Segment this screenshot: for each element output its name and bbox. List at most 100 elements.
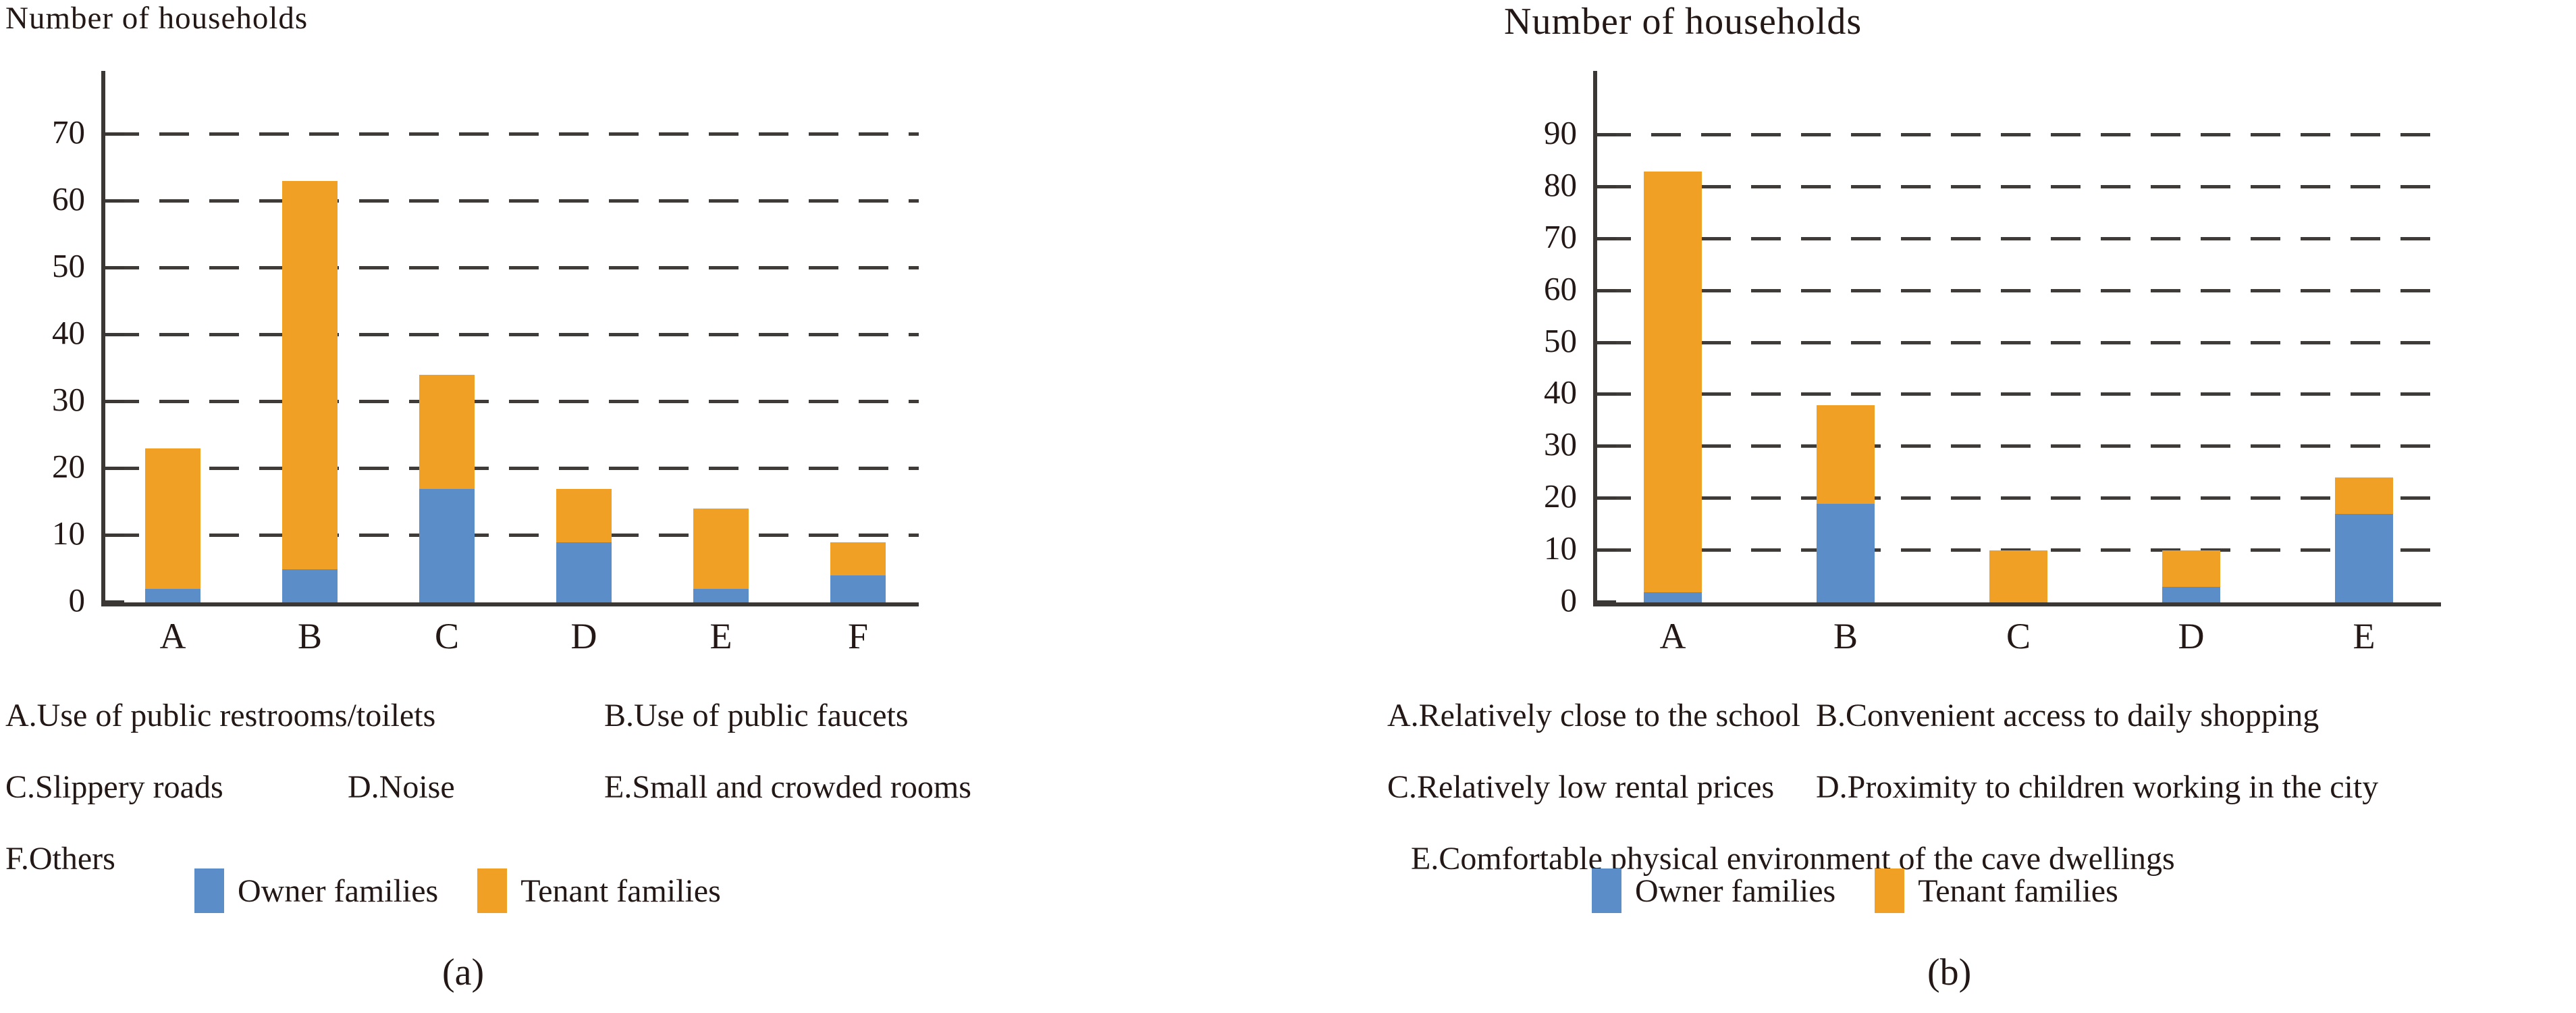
x-category-label: C xyxy=(2006,616,2031,656)
y-axis-tick xyxy=(105,266,124,269)
y-axis-tick-label: 50 xyxy=(1544,321,1577,359)
y-axis-tick xyxy=(1597,288,1616,292)
bar-tenant-segment xyxy=(1989,550,2047,602)
y-axis-tick xyxy=(1597,392,1616,396)
caption-a: (a) xyxy=(442,952,485,993)
y-axis-tick-label: 80 xyxy=(1544,165,1577,203)
legend-label-owner: Owner families xyxy=(238,873,439,909)
legend-item-owner: Owner families xyxy=(1592,868,1835,913)
chart-b-title: Number of households xyxy=(1504,1,1862,43)
caption-b: (b) xyxy=(1927,952,1972,993)
y-axis-tick xyxy=(105,600,124,604)
gridline xyxy=(109,467,919,470)
category-key-e1: E.Small and crowded rooms xyxy=(604,769,971,805)
category-key-a2: A.Relatively close to the school xyxy=(1387,698,1800,733)
y-axis-tick xyxy=(1597,548,1616,552)
y-axis-tick xyxy=(105,132,124,136)
bar-tenant-segment xyxy=(830,542,886,576)
y-axis-tick-label: 0 xyxy=(68,581,86,619)
bar-owner-segment xyxy=(830,575,886,602)
bar-owner-segment xyxy=(145,589,200,602)
bar-tenant-segment xyxy=(2335,477,2393,515)
y-axis-tick-label: 30 xyxy=(1544,425,1577,463)
bar-owner-segment xyxy=(693,589,749,602)
x-category-label: E xyxy=(2353,616,2376,656)
bar-owner-segment xyxy=(556,542,612,602)
y-axis-tick xyxy=(1597,600,1616,604)
y-axis-tick xyxy=(1597,444,1616,448)
bar-tenant-segment xyxy=(419,375,475,489)
y-axis-tick xyxy=(1597,184,1616,188)
y-axis-tick-label: 90 xyxy=(1544,113,1577,151)
gridline xyxy=(1601,548,2441,552)
category-key-b1: B.Use of public faucets xyxy=(604,698,909,733)
gridline xyxy=(1601,496,2441,500)
category-key-f1: F.Others xyxy=(5,841,115,877)
y-axis-tick xyxy=(105,400,124,403)
x-category-label: A xyxy=(1659,616,1686,656)
y-axis-tick-label: 0 xyxy=(1560,581,1578,619)
y-axis-tick xyxy=(105,534,124,537)
legend-label-owner: Owner families xyxy=(1635,873,1836,909)
bar-tenant-segment xyxy=(282,181,338,569)
bar-owner-segment xyxy=(282,569,338,602)
gridline xyxy=(1601,392,2441,396)
y-axis-tick-label: 40 xyxy=(52,314,85,351)
chart-a-title: Number of households xyxy=(5,1,308,36)
owner-color-swatch xyxy=(194,868,224,913)
chart-b-plot-area: 0 10 20 30 40 50 60 70 80 90 A B C D E xyxy=(1544,71,2441,656)
y-axis-tick xyxy=(1597,496,1616,500)
x-category-label: F xyxy=(847,616,869,656)
legend-a: Owner families Tenant families xyxy=(194,868,721,913)
gridline xyxy=(109,534,919,537)
x-category-label: D xyxy=(570,616,597,656)
tenant-color-swatch xyxy=(1875,868,1905,913)
y-axis-tick xyxy=(1597,340,1616,344)
y-axis-tick xyxy=(105,333,124,336)
category-key-d1: D.Noise xyxy=(348,769,455,805)
bar-tenant-segment xyxy=(2162,550,2220,587)
category-key-a1: A.Use of public restrooms/toilets xyxy=(5,698,436,733)
bar-owner-segment xyxy=(1644,592,1702,602)
legend-label-tenant: Tenant families xyxy=(520,873,721,909)
y-axis-tick-label: 40 xyxy=(1544,373,1577,411)
x-category-label: B xyxy=(297,616,323,656)
y-axis-tick-label: 60 xyxy=(1544,269,1577,307)
gridline xyxy=(1601,340,2441,344)
legend-b: Owner families Tenant families xyxy=(1592,868,2118,913)
bar-owner-segment xyxy=(419,488,475,602)
y-axis-tick-label: 60 xyxy=(52,180,85,217)
y-axis-tick xyxy=(1597,236,1616,240)
bar-owner-segment xyxy=(2162,586,2220,602)
gridline xyxy=(1601,236,2441,240)
bar-tenant-segment xyxy=(1817,405,1875,504)
y-axis-tick-label: 20 xyxy=(1544,477,1577,515)
category-key-e2: E.Comfortable physical environment of th… xyxy=(1411,841,2175,877)
y-axis-tick-label: 50 xyxy=(52,247,85,284)
x-category-label: E xyxy=(709,616,732,656)
y-axis-tick-label: 10 xyxy=(52,515,85,552)
gridline xyxy=(1601,444,2441,448)
gridline xyxy=(109,333,919,336)
gridline xyxy=(109,199,919,203)
gridline xyxy=(1601,288,2441,292)
x-category-label: A xyxy=(159,616,186,656)
y-axis-tick xyxy=(105,199,124,203)
category-key-b2: B.Convenient access to daily shopping xyxy=(1816,698,2319,733)
category-key-d2: D.Proximity to children working in the c… xyxy=(1816,769,2379,805)
legend-item-tenant: Tenant families xyxy=(477,868,721,913)
owner-color-swatch xyxy=(1592,868,1621,913)
bar-tenant-segment xyxy=(145,448,200,590)
bar-tenant-segment xyxy=(1644,171,1702,592)
chart-a-plot-area: 0 10 20 30 40 50 60 70 A B C D E F xyxy=(52,71,919,656)
y-axis-tick-label: 70 xyxy=(52,113,85,151)
x-category-label: D xyxy=(2178,616,2205,656)
gridline xyxy=(109,400,919,403)
y-axis-tick xyxy=(1597,132,1616,136)
category-key-c1: C.Slippery roads xyxy=(5,769,223,805)
legend-label-tenant: Tenant families xyxy=(1918,873,2118,909)
y-axis-tick-label: 30 xyxy=(52,381,85,418)
bar-tenant-segment xyxy=(556,488,612,542)
gridline xyxy=(1601,132,2441,136)
